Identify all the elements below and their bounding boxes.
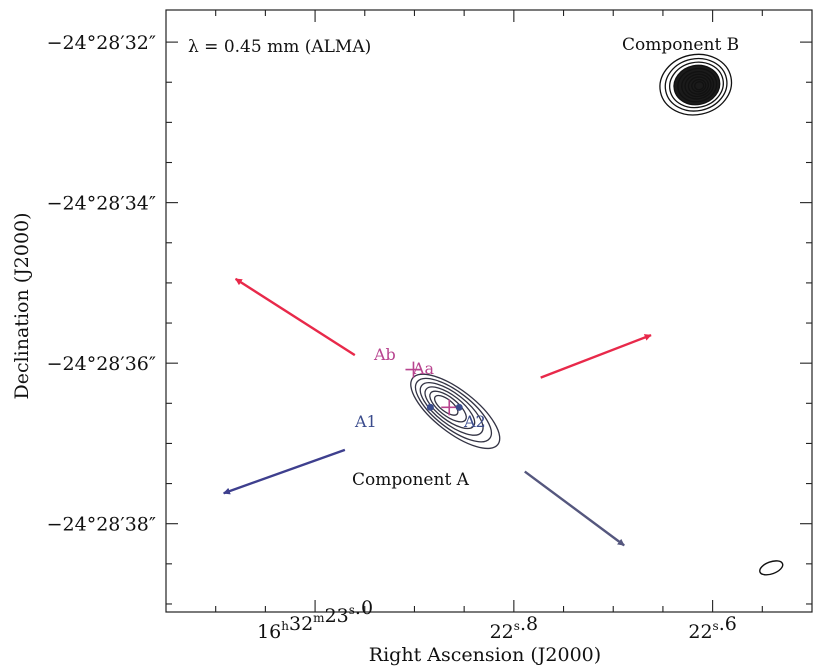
x-ticks: 16h32m23s.0 22s.8 22s.6 (215, 10, 763, 643)
blue-lobe-arrow (222, 448, 346, 495)
star-dot (426, 403, 434, 411)
component-a-label: Component A (352, 470, 470, 490)
x-tick-label: 22s.8 (490, 613, 539, 643)
y-tick-label: −24°28′34″ (47, 193, 156, 215)
component-a-contours (410, 373, 501, 450)
star-dot (455, 403, 463, 411)
component-b-contours (659, 53, 733, 116)
component-b-label: Component B (622, 35, 739, 55)
beam-ellipse (759, 560, 784, 576)
ab-label: Ab (373, 345, 396, 364)
x-tick-label: 16h32m23s.0 (257, 597, 373, 643)
y-tick-label: −24°28′32″ (47, 32, 156, 54)
x-tick-label: 22s.6 (688, 613, 737, 643)
blue-lobe-arrow (524, 470, 625, 547)
contour-a (410, 373, 501, 450)
y-tick-label: −24°28′38″ (47, 514, 156, 536)
a2-label: A2 (463, 412, 486, 431)
y-axis-label: Declination (J2000) (11, 212, 33, 399)
a1-label: A1 (354, 412, 377, 431)
red-lobe-arrow (234, 277, 356, 357)
star-ab (405, 361, 422, 378)
aa-label: Aa (412, 359, 435, 378)
contour-a (429, 390, 467, 423)
contour-b (669, 61, 724, 109)
outflow-arrows (222, 277, 652, 547)
plot-frame (165, 9, 813, 613)
y-tick-label: −24°28′36″ (47, 353, 156, 375)
star-a2 (455, 403, 463, 411)
red-lobe-arrow (540, 333, 652, 379)
contour-b (659, 53, 733, 116)
y-ticks: −24°28′32″ −24°28′34″ −24°28′36″ −24°28′38″ (47, 32, 812, 605)
star-aa (441, 399, 458, 416)
contour-b (694, 81, 705, 91)
wavelength-label: λ = 0.45 mm (ALMA) (188, 37, 371, 57)
x-axis-label: Right Ascension (J2000) (369, 644, 601, 666)
contour-b (664, 57, 728, 112)
star-a1 (426, 403, 434, 411)
contour-a (414, 377, 493, 443)
star-markers (405, 361, 463, 416)
contour-a (419, 382, 484, 436)
contour-a (424, 386, 476, 430)
